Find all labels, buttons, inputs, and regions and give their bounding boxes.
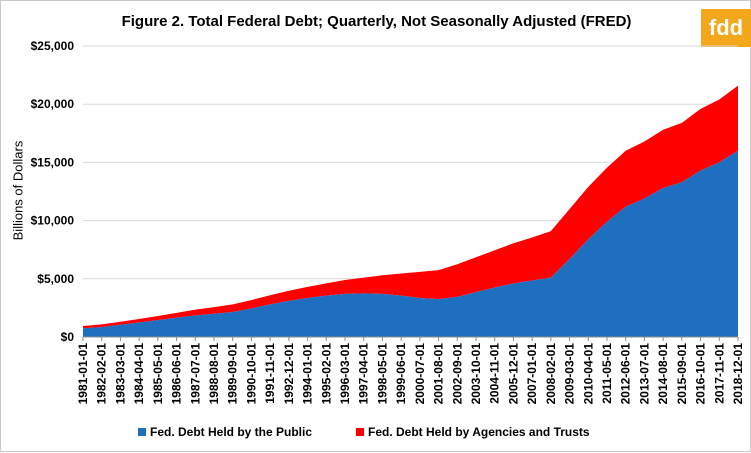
y-tick-label: $5,000 — [37, 272, 74, 286]
x-tick-label: 2008-02-01 — [544, 343, 558, 405]
x-tick-label: 1988-08-01 — [207, 343, 221, 405]
x-tick-label: 2000-07-01 — [413, 343, 427, 405]
x-tick-label: 1984-04-01 — [132, 343, 146, 405]
legend-label-agencies: Fed. Debt Held by Agencies and Trusts — [368, 425, 590, 439]
x-tick-label: 2005-12-01 — [506, 343, 520, 405]
x-tick-label: 2018-12-01 — [731, 343, 745, 405]
x-tick-label: 2013-07-01 — [637, 343, 651, 405]
x-tick-label: 2015-09-01 — [675, 343, 689, 405]
x-tick-label: 1990-10-01 — [244, 343, 258, 405]
x-tick-label: 1983-03-01 — [113, 343, 127, 405]
x-tick-label: 2002-09-01 — [450, 343, 464, 405]
x-tick-label: 1998-05-01 — [375, 343, 389, 405]
x-tick-label: 2009-03-01 — [563, 343, 577, 405]
x-tick-label: 1997-04-01 — [357, 343, 371, 405]
y-tick-label: $15,000 — [31, 155, 75, 169]
y-tick-label: $0 — [61, 330, 75, 344]
x-tick-label: 2017-11-01 — [712, 343, 726, 404]
x-tick-label: 1981-01-01 — [76, 343, 90, 405]
x-tick-label: 2016-10-01 — [694, 343, 708, 405]
y-tick-label: $20,000 — [31, 97, 75, 111]
x-tick-label: 2003-10-01 — [469, 343, 483, 405]
x-tick-label: 2001-08-01 — [432, 343, 446, 405]
x-tick-label: 1992-12-01 — [282, 343, 296, 405]
x-tick-label: 1989-09-01 — [226, 343, 240, 405]
legend-swatch-public — [138, 428, 146, 436]
x-tick-label: 1994-01-01 — [301, 343, 315, 405]
y-tick-label: $25,000 — [31, 39, 75, 53]
x-tick-label: 1999-06-01 — [394, 343, 408, 405]
x-tick-label: 1996-03-01 — [338, 343, 352, 405]
x-tick-label: 2004-11-01 — [488, 343, 502, 404]
x-tick-label: 1987-07-01 — [188, 343, 202, 405]
x-tick-label: 2010-04-01 — [581, 343, 595, 405]
legend-label-public: Fed. Debt Held by the Public — [150, 425, 312, 439]
legend-item-agencies: Fed. Debt Held by Agencies and Trusts — [356, 425, 590, 439]
x-tick-label: 2011-05-01 — [600, 343, 614, 404]
x-tick-label: 2012-06-01 — [619, 343, 633, 405]
chart-frame: Figure 2. Total Federal Debt; Quarterly,… — [0, 0, 751, 452]
x-tick-label: 1995-02-01 — [319, 343, 333, 405]
x-tick-label: 1982-02-01 — [95, 343, 109, 405]
legend-swatch-agencies — [356, 428, 364, 436]
legend-item-public: Fed. Debt Held by the Public — [138, 425, 312, 439]
legend: Fed. Debt Held by the Public Fed. Debt H… — [1, 425, 751, 443]
x-tick-label: 2007-01-01 — [525, 343, 539, 405]
x-tick-label: 1985-05-01 — [151, 343, 165, 405]
x-tick-label: 1991-11-01 — [263, 343, 277, 404]
x-tick-label: 2014-08-01 — [656, 343, 670, 405]
area-chart: $0 $5,000 $10,000 $15,000 $20,000 $25,000 1981… — [1, 1, 751, 453]
y-tick-label: $10,000 — [31, 214, 75, 228]
x-tick-label: 1986-06-01 — [170, 343, 184, 405]
